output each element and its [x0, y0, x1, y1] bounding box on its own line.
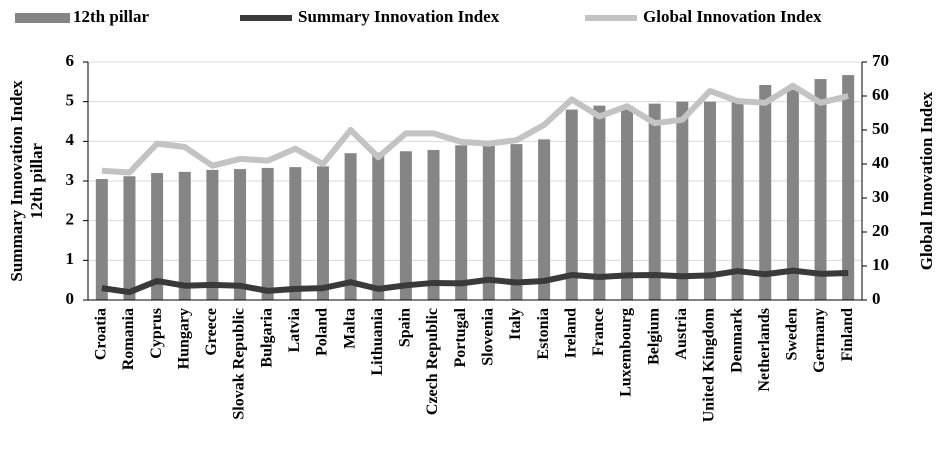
- x-tick-label: Estonia: [535, 308, 552, 360]
- bar: [621, 105, 634, 300]
- x-tick-label: United Kingdom: [701, 307, 718, 422]
- y2-tick-label: 70: [872, 51, 889, 70]
- x-tick-label: Slovenia: [479, 308, 496, 366]
- x-tick-label: Bulgaria: [258, 308, 275, 368]
- bar: [565, 109, 578, 300]
- bar: [178, 171, 191, 300]
- x-tick-label: Lithuania: [369, 308, 386, 376]
- bar: [676, 101, 689, 301]
- bar: [648, 103, 661, 301]
- x-tick-label: Finland: [839, 308, 856, 361]
- bar: [344, 153, 357, 300]
- x-tick-label: Austria: [673, 308, 690, 360]
- bar: [759, 85, 772, 300]
- bar: [289, 167, 302, 300]
- x-tick-label: Poland: [314, 308, 331, 356]
- x-tick-label: Netherlands: [756, 308, 773, 392]
- bar: [372, 152, 385, 300]
- bar: [842, 75, 855, 300]
- x-tick-label: Romania: [120, 308, 137, 370]
- line: [101, 82, 849, 176]
- legend-label: 12th pillar: [73, 7, 149, 26]
- legend-label: Summary Innovation Index: [298, 7, 500, 26]
- x-tick-label: Greece: [203, 308, 220, 356]
- bar: [482, 144, 495, 300]
- y-tick-label: 0: [66, 289, 75, 308]
- bar: [316, 166, 329, 300]
- x-tick-label: Cyprus: [148, 308, 165, 359]
- x-tick-label: France: [590, 308, 607, 356]
- bar: [123, 176, 136, 300]
- y2-tick-label: 60: [872, 85, 889, 104]
- y2-axis-label: Global Innovation Index: [917, 91, 936, 270]
- x-tick-label: Germany: [811, 308, 828, 373]
- y2-tick-label: 30: [872, 187, 889, 206]
- y-tick-label: 6: [66, 51, 75, 70]
- bar: [261, 167, 274, 300]
- x-tick-label: Czech Republic: [424, 308, 441, 415]
- y-axis-label: Summary Innovation Index: [7, 80, 26, 282]
- y-axis-label: 12th pillar: [27, 143, 46, 219]
- y-tick-label: 5: [66, 91, 75, 110]
- bar: [538, 139, 551, 300]
- x-tick-label: Ireland: [562, 308, 579, 358]
- bar: [234, 169, 247, 300]
- legend-label: Global Innovation Index: [643, 7, 822, 26]
- x-tick-label: Italy: [507, 308, 524, 340]
- bar: [703, 101, 716, 301]
- x-tick-label: Denmark: [728, 308, 745, 373]
- bar: [593, 105, 606, 300]
- bar: [95, 179, 108, 300]
- x-tick-label: Luxembourg: [618, 308, 635, 397]
- y-tick-label: 3: [66, 170, 75, 189]
- line: [101, 267, 849, 296]
- x-tick-label: Spain: [397, 308, 414, 347]
- bar: [786, 89, 799, 301]
- x-tick-label: Latvia: [286, 308, 303, 352]
- y-tick-label: 4: [66, 130, 75, 149]
- x-tick-label: Sweden: [784, 308, 801, 361]
- x-tick-label: Portugal: [452, 307, 469, 367]
- legend-swatch: [15, 13, 70, 23]
- bar: [455, 145, 468, 300]
- y-tick-label: 1: [66, 249, 75, 268]
- bar: [427, 150, 440, 300]
- x-tick-label: Slovak Republic: [231, 308, 248, 420]
- y2-tick-label: 10: [872, 255, 889, 274]
- bar: [151, 173, 164, 300]
- bar: [814, 79, 827, 300]
- x-tick-label: Malta: [341, 308, 358, 349]
- x-tick-label: Belgium: [645, 307, 662, 365]
- y-tick-label: 2: [66, 210, 75, 229]
- x-tick-label: Croatia: [92, 308, 109, 360]
- y2-tick-label: 50: [872, 119, 889, 138]
- bar: [731, 99, 744, 300]
- y2-tick-label: 0: [872, 289, 881, 308]
- bar: [399, 151, 412, 300]
- bar: [510, 144, 523, 300]
- bar: [206, 169, 219, 300]
- y2-tick-label: 40: [872, 153, 889, 172]
- x-tick-label: Hungary: [175, 308, 192, 369]
- y2-tick-label: 20: [872, 221, 889, 240]
